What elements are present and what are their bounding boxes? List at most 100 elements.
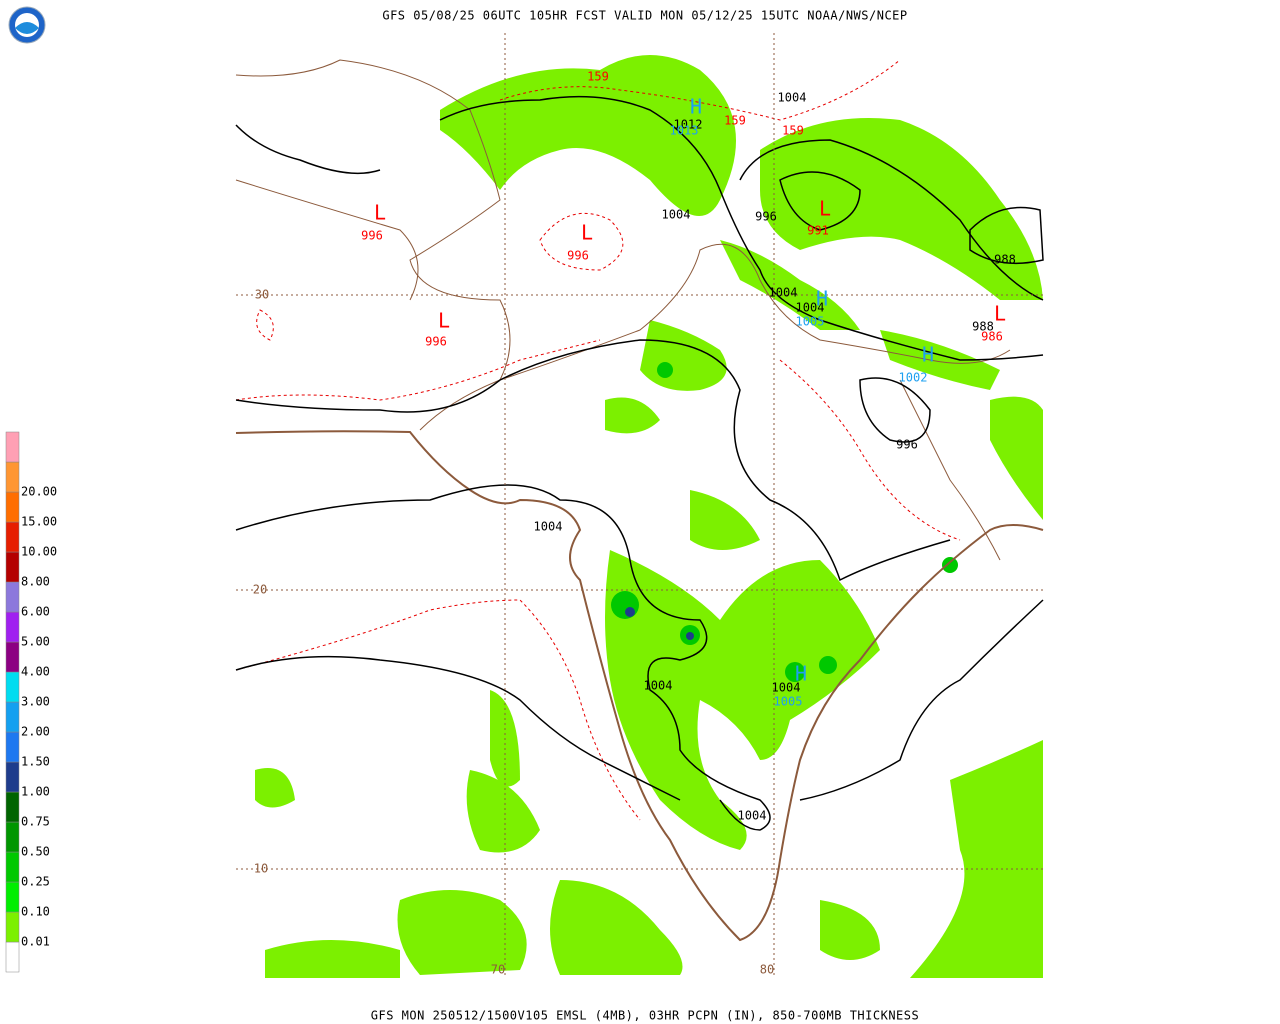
borders [235,59,1011,561]
contour-label: 988 [994,253,1016,267]
precip-area [255,768,295,808]
border-line [235,59,511,431]
contour [799,599,1044,801]
contour-label: 1012 [674,118,703,132]
legend-swatch [5,941,20,973]
legend-label: 0.01 [21,935,50,949]
legend-label: 4.00 [21,665,50,679]
contour [235,655,681,801]
legend-label: 0.10 [21,905,50,919]
contour [439,95,1044,361]
legend-swatch [5,791,20,823]
precip-cell [785,662,805,682]
contour [235,339,601,401]
contour-label: 996 [755,210,777,224]
legend-swatch [5,611,20,643]
precip-area [760,118,1043,300]
legend-swatch [5,881,20,913]
title: GFS 05/08/25 06UTC 105HR FCST VALID MON … [382,9,907,23]
legend-label: 20.00 [21,485,57,499]
graticule: 30 20 10 70 80 [236,33,1043,978]
precip-area [990,396,1043,520]
legend-label: 10.00 [21,545,57,559]
legend-label: 6.00 [21,605,50,619]
contour [256,309,274,341]
center-marker: H [690,95,702,119]
thickness-contours [235,59,961,821]
footer: GFS MON 250512/1500V105 EMSL (4MB), 03HR… [371,1009,919,1023]
legend-label: 8.00 [21,575,50,589]
precip-area [397,890,527,975]
precip-area [690,490,760,550]
precip-areas [255,55,1043,978]
noaa-logo [8,6,46,44]
legend-label: 0.75 [21,815,50,829]
contour-label: 1004 [796,301,825,315]
lon-label: 70 [491,963,505,977]
contour-label: 986 [981,330,1003,344]
precip-cell [942,557,958,573]
contour-label: 1005 [774,695,803,709]
precip-area [605,397,660,434]
contour-label: 1004 [662,208,691,222]
legend-swatch [5,641,20,673]
legend-swatch [5,911,20,943]
legend-swatch [5,581,20,613]
precip-cell [819,656,837,674]
legend-swatch [5,431,20,463]
lon-label: 80 [760,963,774,977]
contour [235,339,951,582]
center-marker: H [816,287,828,311]
legend-swatch [5,671,20,703]
precip-area [820,900,880,960]
contour-label: 159 [587,70,609,84]
contour-label: 1004 [738,809,767,823]
legend-swatch [5,551,20,583]
legend: 0.01 0.10 0.25 0.50 0.75 1.00 1.50 2.00 3.00 4.00… [5,431,57,973]
lat-label: 20 [253,583,267,597]
contour-label: 1004 [772,681,801,695]
contour-label: 1004 [778,91,807,105]
center-marker: H [922,343,934,367]
precip-area [605,550,880,850]
legend-swatch [5,821,20,853]
legend-label: 15.00 [21,515,57,529]
pressure-contours [235,95,1044,831]
contour [539,212,624,271]
center-marker: L [374,201,386,225]
contour-label: 1004 [644,679,673,693]
legend-swatch [5,851,20,883]
contour-label: 991 [807,224,829,238]
contour-label: 996 [567,249,589,263]
contour-label: 996 [896,438,918,452]
precip-cell [657,362,673,378]
precip-area [910,740,1043,978]
logo-bird [15,22,39,34]
contour [739,139,1044,301]
precip-cell [611,591,639,619]
legend-label: 1.00 [21,785,50,799]
border-line [235,179,419,301]
contour-label: 1013 [670,124,699,138]
legend-swatch [5,521,20,553]
precip-area [265,940,400,978]
contour [235,124,381,175]
contour-label: 1004 [769,286,798,300]
legend-label: 0.25 [21,875,50,889]
contour [235,599,641,821]
center-marker: L [581,221,593,245]
legend-swatch [5,701,20,733]
lat-label: 30 [255,288,269,302]
center-marker: L [819,197,831,221]
contour [779,359,961,541]
legend-swatch [5,461,20,493]
legend-label: 2.00 [21,725,50,739]
legend-swatch [5,761,20,793]
border-line [499,243,1011,381]
lat-label: 10 [254,862,268,876]
center-marker: L [994,302,1006,326]
legend-swatch [5,491,20,523]
contour-label: 996 [361,229,383,243]
